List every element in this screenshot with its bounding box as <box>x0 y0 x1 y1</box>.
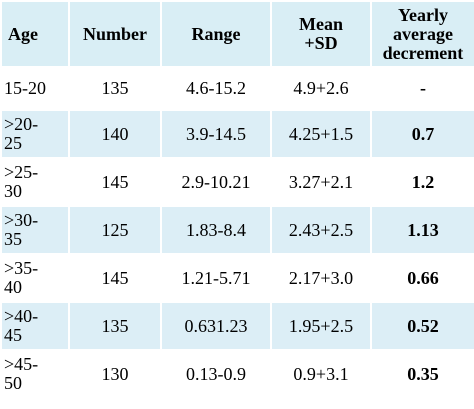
table-row: >45- 50 130 0.13-0.9 0.9+3.1 0.35 <box>0 349 474 399</box>
table-cell: 145 <box>68 157 162 207</box>
table-cell: 4.6-15.2 <box>160 66 272 111</box>
table-cell: 0.7 <box>370 109 474 159</box>
table-cell: 1.95+2.5 <box>270 301 372 351</box>
table-cell: 1.83-8.4 <box>160 205 272 255</box>
table-cell: 0.66 <box>370 253 474 303</box>
table-cell: >30- 35 <box>0 205 70 255</box>
table-cell: 1.21-5.71 <box>160 253 272 303</box>
table-cell: >45- 50 <box>0 349 70 399</box>
header-cell: Mean +SD <box>270 0 372 68</box>
table-cell: 3.9-14.5 <box>160 109 272 159</box>
table-row: >30- 35 125 1.83-8.4 2.43+2.5 1.13 <box>0 205 474 255</box>
table-cell: >20- 25 <box>0 109 70 159</box>
table-cell: 15-20 <box>0 66 70 111</box>
header-cell: Yearly average decrement <box>370 0 474 68</box>
table-cell: 125 <box>68 205 162 255</box>
table-cell: 135 <box>68 66 162 111</box>
table-body: 15-20 135 4.6-15.2 4.9+2.6- >20- 25 140 3.9-14… <box>0 66 474 399</box>
table-cell: >25- 30 <box>0 157 70 207</box>
table-cell: 1.13 <box>370 205 474 255</box>
header-cell: Number <box>68 0 162 68</box>
table-row: >20- 25 140 3.9-14.5 4.25+1.5 0.7 <box>0 109 474 159</box>
table-cell: 2.9-10.21 <box>160 157 272 207</box>
table-cell: 4.25+1.5 <box>270 109 372 159</box>
header-cell: Range <box>160 0 272 68</box>
table-cell: 0.631.23 <box>160 301 272 351</box>
table-cell: 0.9+3.1 <box>270 349 372 399</box>
data-table: Age Number Range Mean +SD Yearly average dec… <box>0 0 474 399</box>
table-cell: - <box>370 66 474 111</box>
table-cell: 130 <box>68 349 162 399</box>
table-row: >40- 45 135 0.631.23 1.95+2.5 0.52 <box>0 301 474 351</box>
table-cell: 135 <box>68 301 162 351</box>
table-cell: 1.2 <box>370 157 474 207</box>
header-row: Age Number Range Mean +SD Yearly average dec… <box>0 0 474 68</box>
table-cell: 140 <box>68 109 162 159</box>
table-cell: 0.35 <box>370 349 474 399</box>
table-row: 15-20 135 4.6-15.2 4.9+2.6- <box>0 66 474 111</box>
table-cell: 145 <box>68 253 162 303</box>
table-cell: >35- 40 <box>0 253 70 303</box>
table-cell: 2.17+3.0 <box>270 253 372 303</box>
table-cell: 2.43+2.5 <box>270 205 372 255</box>
table-cell: >40- 45 <box>0 301 70 351</box>
table-row: >35- 40 145 1.21-5.71 2.17+3.0 0.66 <box>0 253 474 303</box>
header-cell: Age <box>0 0 70 68</box>
table-row: >25- 30 145 2.9-10.21 3.27+2.1 1.2 <box>0 157 474 207</box>
table-cell: 0.13-0.9 <box>160 349 272 399</box>
table-cell: 4.9+2.6 <box>270 66 372 111</box>
table-cell: 0.52 <box>370 301 474 351</box>
table-cell: 3.27+2.1 <box>270 157 372 207</box>
